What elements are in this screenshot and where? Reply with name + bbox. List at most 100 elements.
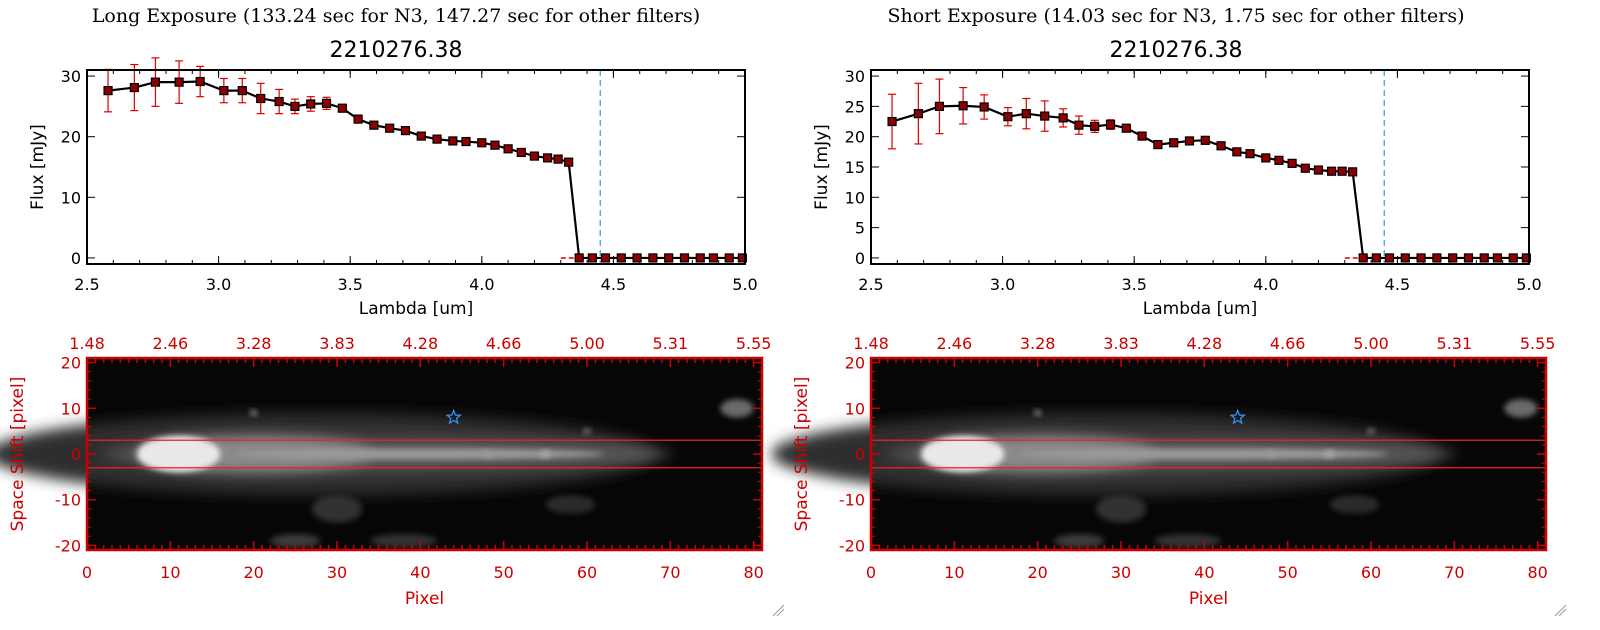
y-tick-label: -10: [55, 491, 81, 510]
data-point: [516, 147, 526, 158]
data-point: [1448, 253, 1458, 263]
data-point: [600, 253, 611, 263]
x-tick-label: 70: [1444, 563, 1464, 582]
top-tick-label: 4.66: [486, 334, 522, 353]
data-point: [958, 101, 968, 111]
data-point: [237, 86, 247, 96]
x-tick-label: 60: [577, 563, 597, 582]
noise-spot: [720, 399, 754, 418]
short-spectral-image: 0 10 20 30 40 50 60 70 80 1.48 2.46 3.28 3.83 4.28 4.6…: [771, 334, 1555, 609]
image-content: [0, 399, 754, 548]
data-point: [542, 153, 553, 163]
data-point: [150, 77, 161, 87]
short-exposure-title: Short Exposure (14.03 sec for N3, 1.75 s…: [887, 5, 1464, 27]
noise-spot: [482, 450, 492, 458]
data-point: [887, 116, 897, 127]
star-icon: [445, 408, 462, 425]
top-tick-label: 5.00: [569, 334, 605, 353]
data-point: [1090, 121, 1100, 131]
x-tick-label: 4.0: [1253, 275, 1278, 294]
x-tick-label: 60: [1361, 563, 1381, 582]
data-point: [1003, 112, 1013, 122]
x-tick-label: 2.5: [74, 275, 99, 294]
noise-spot: [582, 428, 592, 434]
data-point: [679, 253, 690, 263]
top-tick-label: 2.46: [937, 334, 973, 353]
x-tick-label: 4.0: [469, 275, 494, 294]
data-point: [1040, 111, 1050, 121]
data-point: [461, 136, 471, 147]
data-point: [1416, 253, 1426, 263]
data-point: [1384, 253, 1395, 263]
short-object-id: 2210276.38: [1110, 38, 1243, 63]
data-point: [564, 157, 574, 167]
x-tick-label: 50: [493, 563, 513, 582]
top-tick-label: 1.48: [853, 334, 889, 353]
data-point: [1348, 167, 1358, 177]
data-point: [553, 154, 563, 164]
y-tick-label: -20: [839, 536, 865, 555]
data-point: [574, 253, 584, 263]
data-point: [1232, 147, 1242, 157]
noise-spot: [1054, 534, 1105, 548]
top-tick-label: 5.00: [1353, 334, 1389, 353]
data-point: [256, 93, 266, 104]
trace-core: [921, 435, 1005, 473]
noise-spot: [1033, 410, 1042, 416]
trace-ridge: [237, 448, 604, 460]
data-point: [129, 82, 139, 93]
x-tick-label: 0: [866, 563, 876, 582]
resize-grip-icon[interactable]: [772, 604, 785, 617]
data-point: [664, 253, 674, 263]
x-axis-label: Lambda [um]: [1143, 299, 1257, 319]
noise-spot: [1324, 450, 1335, 458]
x-tick-label: 40: [1194, 563, 1214, 582]
x-tick-label: 3.5: [337, 275, 362, 294]
data-point: [1337, 166, 1347, 176]
data-point: [1521, 253, 1531, 263]
data-point: [1153, 139, 1163, 150]
data-point: [1358, 253, 1368, 263]
data-point: [1184, 136, 1195, 146]
top-tick-label: 3.83: [319, 334, 355, 353]
data-point: [1216, 141, 1226, 151]
x-tick-label: 4.5: [601, 275, 626, 294]
x-tick-label: 80: [1527, 563, 1547, 582]
data-point: [490, 140, 500, 150]
top-tick-label: 3.83: [1103, 334, 1139, 353]
data-point: [1058, 113, 1068, 123]
top-tick-label: 1.48: [69, 334, 105, 353]
data-point: [1300, 163, 1310, 173]
x-tick-label: 80: [743, 563, 763, 582]
data-point: [353, 114, 363, 124]
data-point: [477, 138, 487, 148]
trace-core: [137, 435, 221, 473]
data-point: [1137, 131, 1147, 141]
data-point: [1400, 253, 1410, 263]
data-point: [1313, 165, 1324, 175]
data-point: [432, 134, 442, 144]
data-point: [503, 144, 513, 154]
y-axis-label: Flux [mJy]: [28, 124, 48, 210]
y-tick-label: 20: [845, 128, 865, 147]
noise-spot: [1096, 495, 1146, 523]
top-tick-label: 3.28: [1020, 334, 1056, 353]
x-tick-label: 3.0: [206, 275, 231, 294]
data-point: [337, 103, 347, 113]
x-tick-label: 3.0: [990, 275, 1015, 294]
top-tick-label: 4.66: [1270, 334, 1306, 353]
noise-spot: [1504, 399, 1538, 418]
data-point: [934, 101, 945, 111]
data-point: [1245, 149, 1255, 159]
noise-spot: [1266, 450, 1276, 458]
data-point: [587, 253, 597, 263]
x-tick-label: 5.0: [1516, 275, 1541, 294]
x-tick-label: 30: [1111, 563, 1131, 582]
y-tick-label: 20: [845, 354, 865, 373]
noise-spot: [1366, 428, 1376, 434]
y-axis-label: Space Shift [pixel]: [8, 377, 28, 532]
data-point: [695, 253, 705, 263]
data-point: [1021, 109, 1031, 119]
x-tick-label: 4.5: [1385, 275, 1410, 294]
resize-grip-icon[interactable]: [1554, 604, 1567, 617]
